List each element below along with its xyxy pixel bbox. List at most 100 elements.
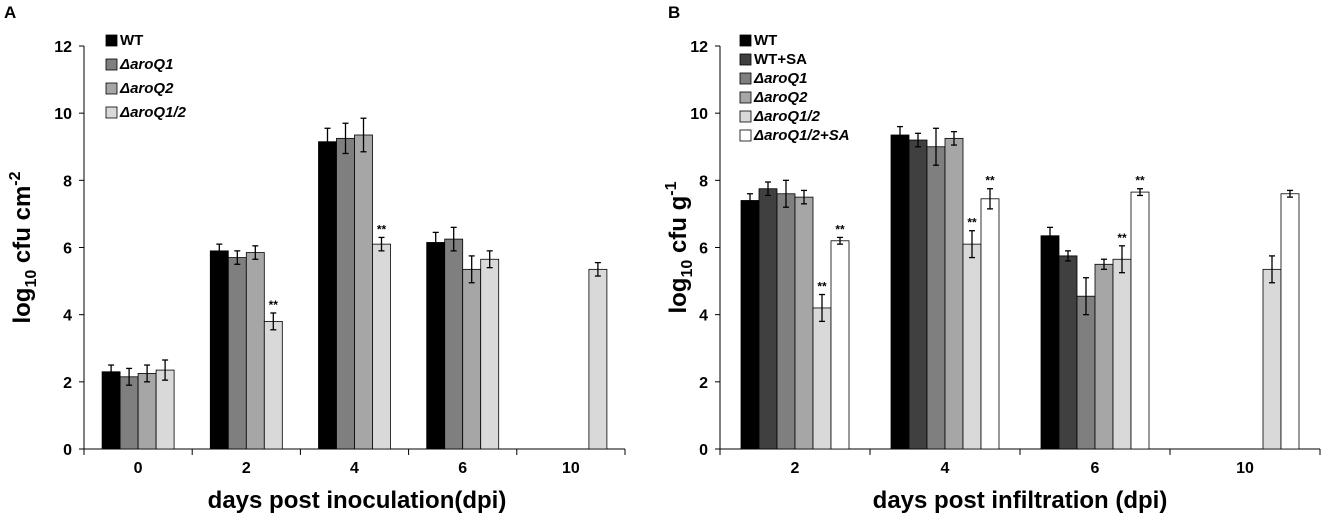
x-tick-label: 10 xyxy=(1236,460,1254,477)
x-axis-title: days post inoculation(dpi) xyxy=(208,487,507,514)
significance-label: ** xyxy=(985,174,995,188)
legend-swatch xyxy=(739,91,752,104)
bar xyxy=(1130,191,1150,450)
bar xyxy=(962,243,982,450)
legend-label: WT+SA xyxy=(754,51,807,68)
bar xyxy=(480,258,500,450)
legend-swatch xyxy=(105,106,118,119)
bar xyxy=(227,257,247,450)
bar xyxy=(462,268,482,450)
bar xyxy=(119,376,139,450)
y-axis-title-unit: cfu g xyxy=(665,196,692,260)
legend-label: ΔaroQ1/2 xyxy=(753,108,821,125)
bar xyxy=(908,139,928,450)
panel-label: B xyxy=(668,3,680,22)
bar xyxy=(101,371,121,450)
x-tick-label: 4 xyxy=(941,460,950,477)
panel-label: A xyxy=(4,3,16,22)
panel-a: A 0 2 4 6 8 10 12 0 2 4 6 10 ** ** WT ΔaroQ1 ΔaroQ2 ΔaroQ1… xyxy=(4,3,626,514)
legend-swatch xyxy=(739,34,752,47)
legend-swatch xyxy=(739,53,752,66)
legend-label: ΔaroQ1/2+SA xyxy=(753,127,850,144)
bar xyxy=(444,238,464,450)
legend-label: ΔaroQ1/2 xyxy=(119,104,187,121)
y-tick-label: 2 xyxy=(699,375,708,392)
legend-swatch xyxy=(739,72,752,85)
legend-label: ΔaroQ2 xyxy=(119,80,174,97)
significance-label: ** xyxy=(835,222,845,236)
y-axis-title-superscript: -2 xyxy=(7,171,24,185)
y-tick-label: 12 xyxy=(54,39,72,56)
bar xyxy=(794,196,814,450)
x-tick-label: 10 xyxy=(562,460,580,477)
bar xyxy=(209,250,229,450)
legend-swatch xyxy=(105,58,118,71)
x-tick-label: 4 xyxy=(350,460,359,477)
y-axis-title-subscript: 10 xyxy=(679,260,696,278)
legend-label: ΔaroQ2 xyxy=(753,89,808,106)
bar xyxy=(1262,268,1282,450)
y-tick-label: 6 xyxy=(63,241,72,258)
significance-label: ** xyxy=(817,280,827,294)
y-tick-label: 0 xyxy=(699,442,708,459)
bar xyxy=(245,252,265,450)
bar xyxy=(812,307,832,450)
y-axis-title-base: log xyxy=(9,288,36,324)
legend-label: ΔaroQ1 xyxy=(753,70,807,87)
legend-swatch xyxy=(105,34,118,47)
bar xyxy=(1076,295,1096,450)
bar xyxy=(890,134,910,450)
y-tick-label: 10 xyxy=(690,106,708,123)
legend-swatch xyxy=(739,129,752,142)
y-tick-label: 12 xyxy=(690,39,708,56)
y-axis-title: log10 cfu cm-2 xyxy=(7,171,40,323)
y-tick-label: 4 xyxy=(699,308,708,325)
y-tick-label: 4 xyxy=(63,308,72,325)
significance-label: ** xyxy=(377,222,387,236)
y-axis-title-subscript: 10 xyxy=(23,270,40,288)
legend-swatch xyxy=(105,82,118,95)
x-tick-label: 0 xyxy=(134,460,143,477)
x-tick-label: 6 xyxy=(1091,460,1100,477)
bar xyxy=(740,200,760,450)
y-axis-title-superscript: -1 xyxy=(663,181,680,195)
bar xyxy=(1058,255,1078,450)
bar xyxy=(830,240,850,450)
bar xyxy=(758,188,778,450)
y-tick-label: 0 xyxy=(63,442,72,459)
bar xyxy=(426,242,446,450)
significance-label: ** xyxy=(967,216,977,230)
significance-label: ** xyxy=(1135,174,1145,188)
significance-label: ** xyxy=(1117,231,1127,245)
bar xyxy=(1112,258,1132,450)
bar xyxy=(1094,263,1114,450)
bar xyxy=(318,141,337,450)
bar xyxy=(263,320,283,450)
bar xyxy=(1280,193,1300,450)
y-axis-title-unit: cfu cm xyxy=(9,186,36,270)
bar xyxy=(336,137,355,450)
x-tick-label: 6 xyxy=(458,460,467,477)
legend-label: WT xyxy=(120,32,143,49)
bar xyxy=(944,137,964,450)
bar xyxy=(588,268,608,450)
bar xyxy=(137,373,157,450)
legend-label: ΔaroQ1 xyxy=(119,56,173,73)
bar xyxy=(354,134,373,450)
y-tick-label: 2 xyxy=(63,375,72,392)
x-tick-label: 2 xyxy=(791,460,800,477)
x-tick-label: 2 xyxy=(242,460,251,477)
y-axis-title-base: log xyxy=(665,278,692,314)
legend-label: WT xyxy=(754,32,777,49)
bar xyxy=(372,243,391,450)
y-tick-label: 8 xyxy=(63,173,72,190)
bar xyxy=(776,193,796,450)
bar xyxy=(155,369,175,450)
bar xyxy=(980,198,1000,450)
y-tick-label: 8 xyxy=(699,173,708,190)
x-axis-title: days post infiltration (dpi) xyxy=(873,487,1168,514)
legend-swatch xyxy=(739,110,752,123)
y-axis-title: log10 cfu g-1 xyxy=(663,181,696,313)
